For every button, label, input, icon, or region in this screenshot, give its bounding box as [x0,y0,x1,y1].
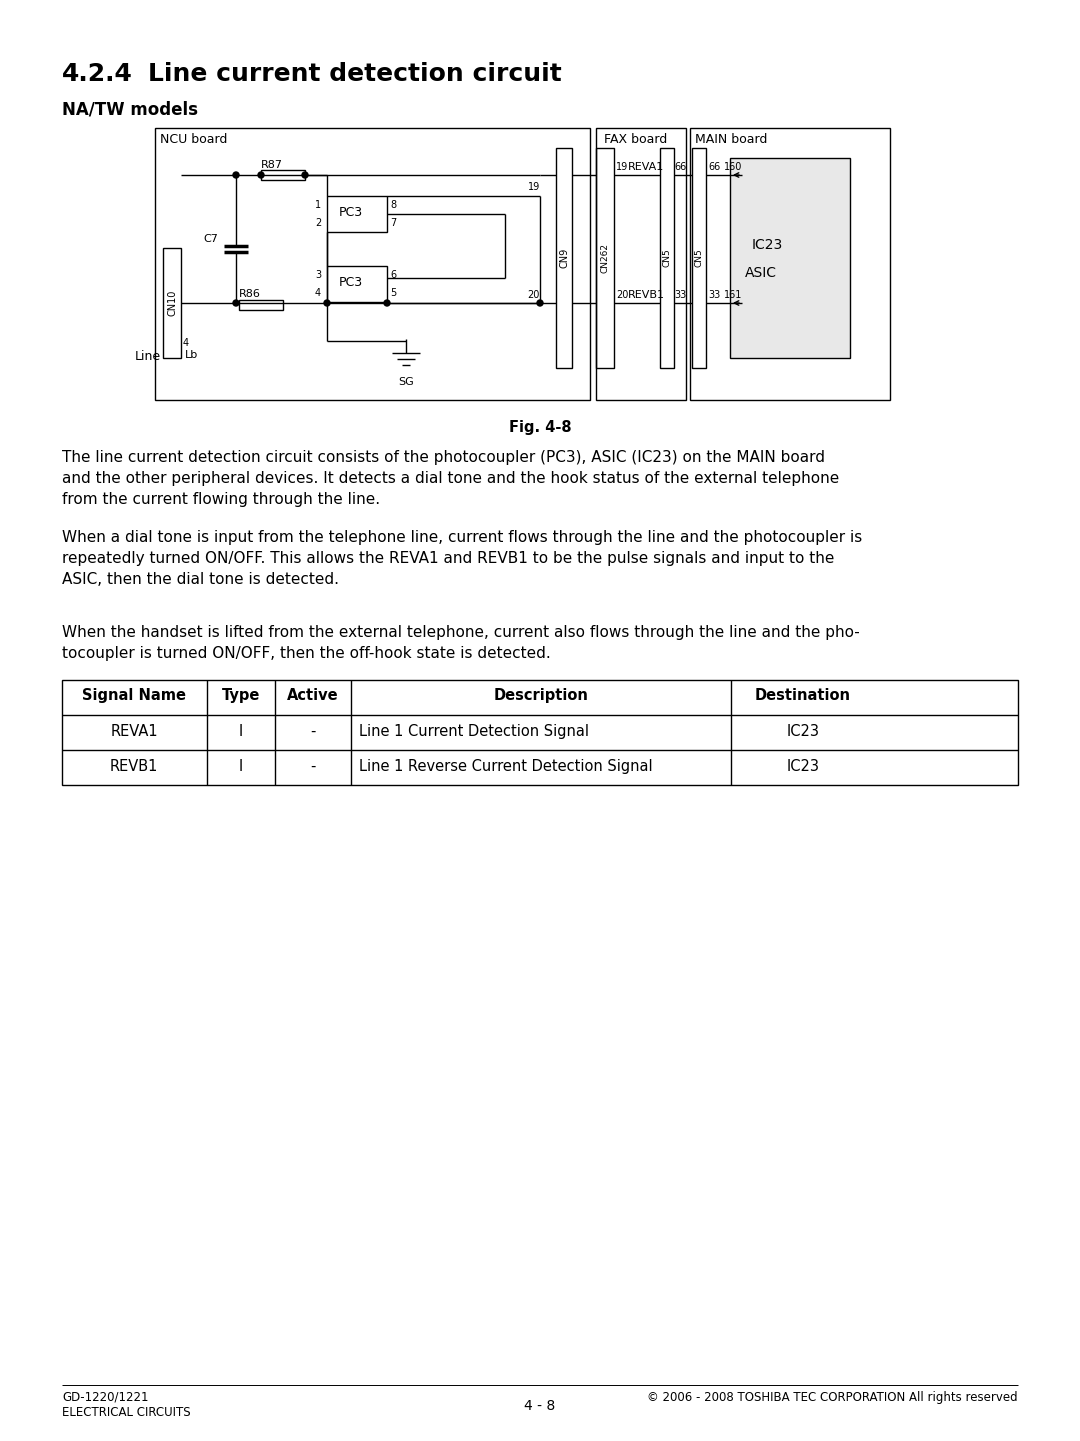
Text: Line: Line [135,350,161,363]
Text: 33: 33 [708,290,720,300]
Text: MAIN board: MAIN board [696,133,768,146]
Text: CN5: CN5 [662,249,672,268]
Bar [327,267,387,303]
Text: 66: 66 [708,161,720,171]
Text: When the handset is lifted from the external telephone, current also flows throu: When the handset is lifted from the exte… [62,625,860,640]
Text: 161: 161 [724,290,742,300]
Text: 5: 5 [390,288,396,298]
Text: 7: 7 [390,218,396,228]
Text: Lb: Lb [185,350,199,360]
Text: REVA1: REVA1 [627,161,664,171]
Text: PC3: PC3 [339,277,363,290]
Circle shape [302,171,308,179]
Text: CN5: CN5 [694,249,703,268]
Text: 8: 8 [390,200,396,210]
Text: Fig. 4-8: Fig. 4-8 [509,419,571,435]
Text: ASIC: ASIC [745,267,777,280]
Text: 33: 33 [674,290,686,300]
Text: Destination: Destination [755,687,851,703]
Bar [327,196,387,232]
Text: 6: 6 [390,269,396,280]
Text: 4: 4 [183,339,189,347]
Text: C7: C7 [203,233,218,244]
Text: tocoupler is turned ON/OFF, then the off-hook state is detected.: tocoupler is turned ON/OFF, then the off… [62,646,551,661]
Text: 66: 66 [674,161,686,171]
Text: CN9: CN9 [559,248,569,268]
Bar [156,128,590,401]
Bar [596,148,615,367]
Text: 19: 19 [528,182,540,192]
Text: IC23: IC23 [786,759,820,774]
Text: CN262: CN262 [600,244,609,272]
Text: Line current detection circuit: Line current detection circuit [148,62,562,86]
Text: NCU board: NCU board [160,133,228,146]
Circle shape [258,171,264,179]
Text: 20: 20 [616,290,629,300]
Text: 20: 20 [528,290,540,300]
Text: I: I [239,723,243,739]
Bar [660,148,674,367]
Bar [692,148,706,367]
Text: Line 1 Reverse Current Detection Signal: Line 1 Reverse Current Detection Signal [359,759,652,774]
Text: Type: Type [221,687,260,703]
Text: Line 1 Current Detection Signal: Line 1 Current Detection Signal [359,723,589,739]
Text: NA/TW models: NA/TW models [62,99,198,118]
Text: The line current detection circuit consists of the photocoupler (PC3), ASIC (IC2: The line current detection circuit consi… [62,450,825,465]
Bar [239,300,283,310]
Text: IC23: IC23 [786,723,820,739]
Text: GD-1220/1221
ELECTRICAL CIRCUITS: GD-1220/1221 ELECTRICAL CIRCUITS [62,1391,191,1419]
Bar [730,159,850,357]
Text: CN10: CN10 [167,290,177,316]
Text: © 2006 - 2008 TOSHIBA TEC CORPORATION All rights reserved: © 2006 - 2008 TOSHIBA TEC CORPORATION Al… [647,1391,1018,1404]
Text: R86: R86 [239,290,261,298]
Circle shape [233,171,239,179]
Text: PC3: PC3 [339,206,363,219]
Text: R87: R87 [261,160,283,170]
Text: I: I [239,759,243,774]
Text: Description: Description [494,687,589,703]
Text: Signal Name: Signal Name [82,687,186,703]
Text: -: - [310,759,315,774]
Text: REVB1: REVB1 [627,290,665,300]
Circle shape [233,300,239,305]
Text: from the current flowing through the line.: from the current flowing through the lin… [62,491,380,507]
Text: 2: 2 [315,218,321,228]
Text: and the other peripheral devices. It detects a dial tone and the hook status of : and the other peripheral devices. It det… [62,471,839,486]
Circle shape [384,300,390,305]
Bar [690,128,890,401]
Text: Active: Active [287,687,339,703]
Text: 4 - 8: 4 - 8 [525,1399,555,1414]
Text: IC23: IC23 [752,238,783,252]
Text: 3: 3 [315,269,321,280]
Text: 19: 19 [616,161,629,171]
Circle shape [324,300,330,305]
Text: -: - [310,723,315,739]
Text: ASIC, then the dial tone is detected.: ASIC, then the dial tone is detected. [62,572,339,586]
Circle shape [537,300,543,305]
Bar [261,170,305,180]
Text: FAX board: FAX board [604,133,667,146]
Text: 160: 160 [724,161,742,171]
Text: REVA1: REVA1 [110,723,158,739]
Bar [596,128,686,401]
Text: REVB1: REVB1 [110,759,158,774]
Text: repeatedly turned ON/OFF. This allows the REVA1 and REVB1 to be the pulse signal: repeatedly turned ON/OFF. This allows th… [62,550,835,566]
Bar [556,148,572,367]
Text: SG: SG [399,378,414,388]
Text: 4: 4 [315,288,321,298]
Text: When a dial tone is input from the telephone line, current flows through the lin: When a dial tone is input from the telep… [62,530,862,545]
Bar [163,248,181,357]
Bar [62,680,1018,785]
Text: 4.2.4: 4.2.4 [62,62,133,86]
Text: 1: 1 [315,200,321,210]
